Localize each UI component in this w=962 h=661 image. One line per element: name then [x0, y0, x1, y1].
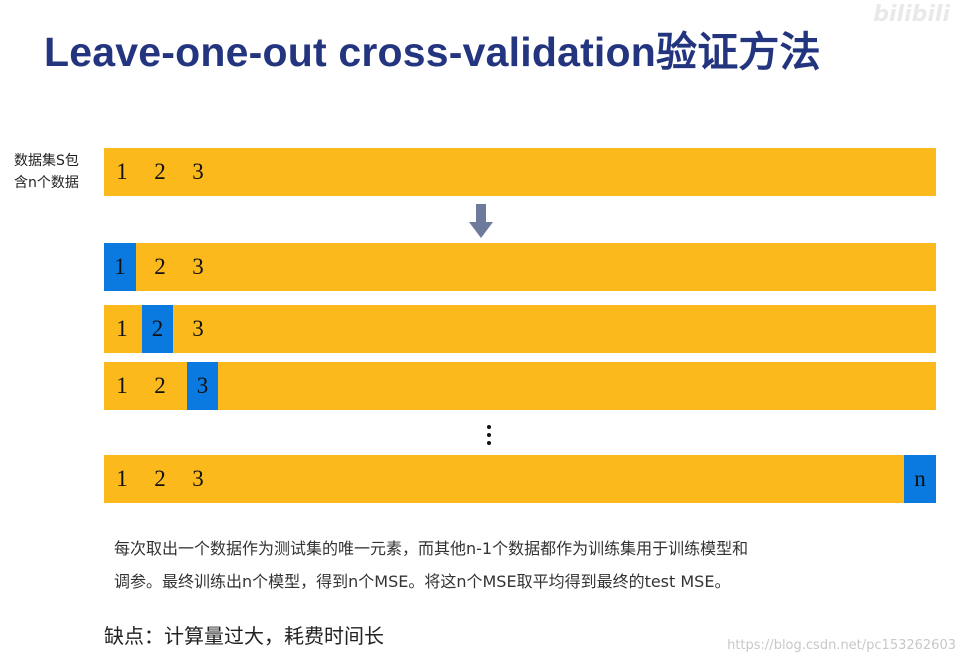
cell-1: 1: [116, 159, 128, 184]
cell-1: 1: [116, 316, 128, 341]
cell-2-test: 2: [142, 305, 173, 353]
fold-bar-n: 1 2 3 n: [104, 455, 936, 503]
cell-1: 1: [116, 373, 128, 398]
cell-2: 2: [154, 254, 166, 279]
cell-3-test: 3: [187, 362, 218, 410]
dataset-label-line1: 数据集S包: [14, 153, 79, 169]
dataset-label: 数据集S包 含n个数据: [14, 150, 104, 194]
watermark-top: bilibili: [873, 2, 950, 27]
down-arrow-icon: [469, 204, 493, 238]
cell-3: 3: [192, 159, 204, 184]
page-title: Leave-one-out cross-validation验证方法: [44, 29, 821, 75]
cell-2: 2: [154, 466, 166, 491]
cell-3: 3: [192, 466, 204, 491]
dataset-bar: 1 2 3: [104, 148, 936, 196]
watermark-bottom: https://blog.csdn.net/pc153262603: [727, 638, 956, 653]
cell-1: 1: [116, 466, 128, 491]
vertical-ellipsis-icon: [487, 425, 491, 449]
cell-n-test: n: [904, 455, 936, 503]
cell-2: 2: [154, 159, 166, 184]
fold-bar-3: 1 2 3: [104, 362, 936, 410]
description-line2: 调参。最终训练出n个模型，得到n个MSE。将这n个MSE取平均得到最终的test…: [114, 572, 731, 591]
cons-text: 缺点：计算量过大，耗费时间长: [104, 624, 384, 648]
description: 每次取出一个数据作为测试集的唯一元素，而其他n-1个数据都作为训练集用于训练模型…: [114, 532, 914, 598]
fold-bar-1: 1 2 3: [104, 243, 936, 291]
dataset-label-line2: 含n个数据: [14, 175, 79, 191]
cell-1-test: 1: [104, 243, 136, 291]
cell-3: 3: [192, 316, 204, 341]
fold-bar-2: 1 2 3: [104, 305, 936, 353]
cell-3: 3: [192, 254, 204, 279]
cell-2: 2: [154, 373, 166, 398]
description-line1: 每次取出一个数据作为测试集的唯一元素，而其他n-1个数据都作为训练集用于训练模型…: [114, 539, 749, 558]
